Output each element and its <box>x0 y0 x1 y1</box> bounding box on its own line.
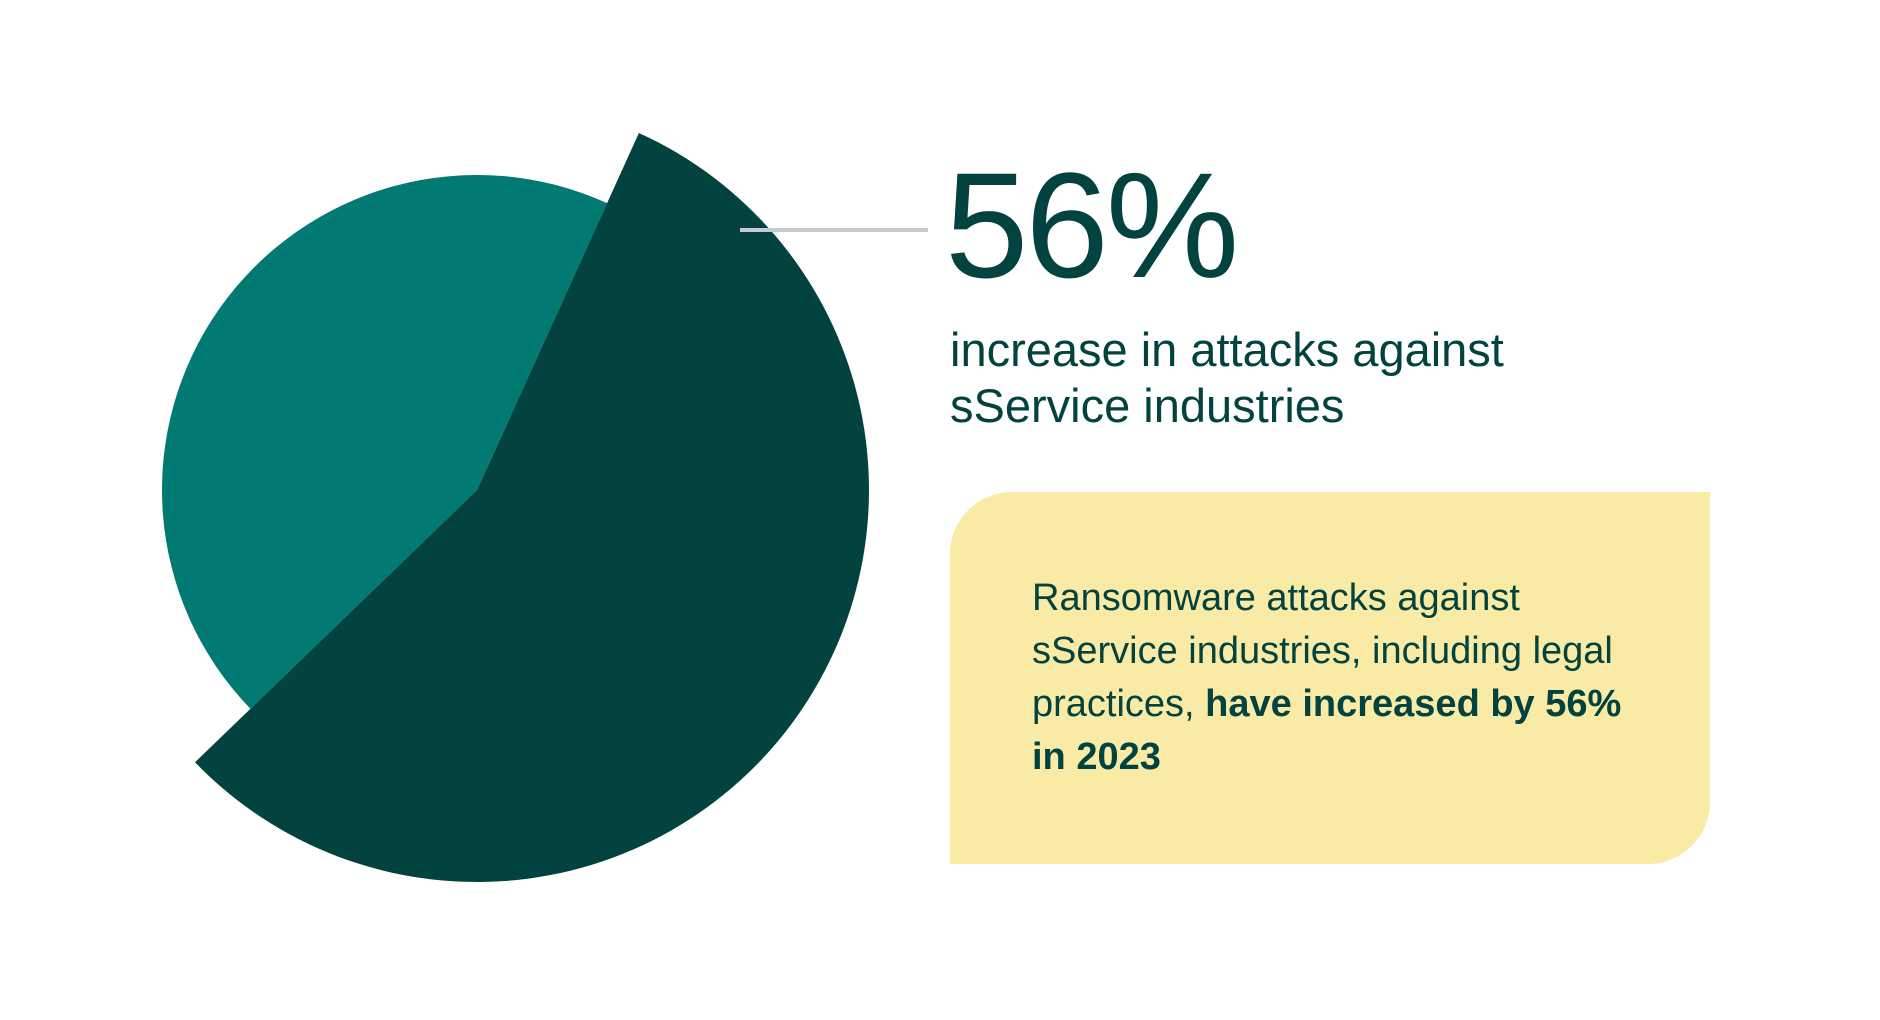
callout-box: Ransomware attacks against sService indu… <box>950 492 1710 864</box>
pie-slice-remaining <box>161 174 608 709</box>
callout-text: Ransomware attacks against sService indu… <box>1032 572 1652 784</box>
headline-caption: increase in attacks against sService ind… <box>950 323 1504 432</box>
callout-text-bold: have increased by 56% in 2023 <box>1032 683 1622 778</box>
headline-percent: 56% <box>945 141 1239 309</box>
callout-text-regular: Ransomware attacks against sService indu… <box>1032 577 1613 725</box>
pie-slice-increase <box>195 133 869 882</box>
